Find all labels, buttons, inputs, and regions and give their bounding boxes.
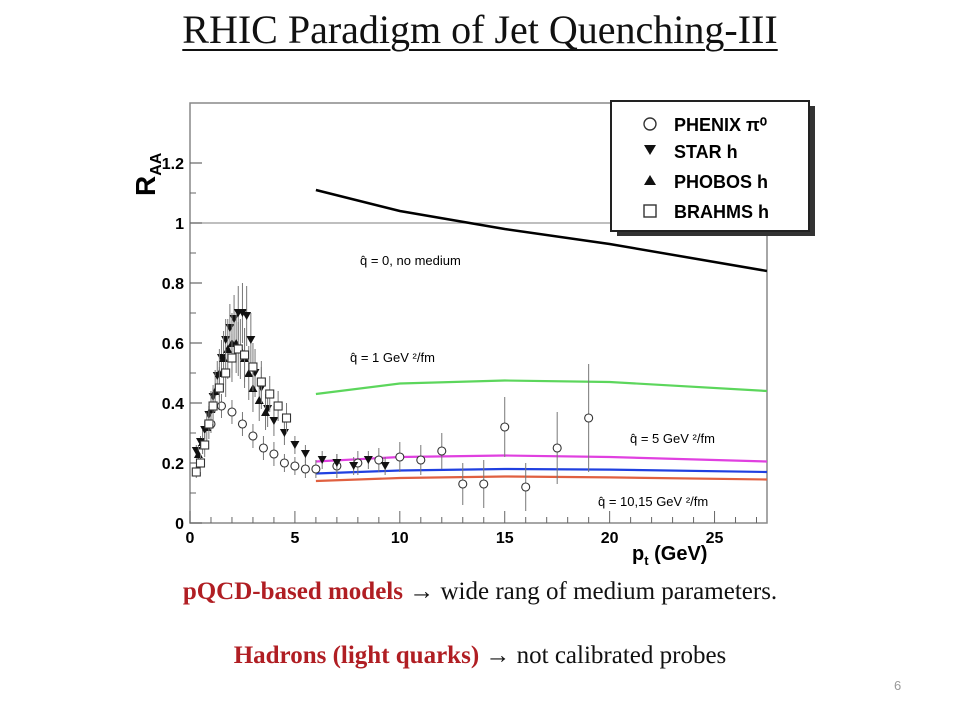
slide-title-text: RHIC Paradigm of Jet Quenching-III — [182, 7, 778, 52]
brahms-point — [240, 350, 250, 360]
star-point — [317, 456, 327, 464]
legend-marker-phobos — [644, 175, 656, 185]
bullet-hadrons-arrow: → — [479, 642, 517, 669]
curve-label-1gev: q̂ = 1 GeV ²/fm — [350, 350, 435, 365]
brahms-point — [256, 377, 266, 387]
y-tick-label: 0.8 — [162, 276, 184, 293]
x-axis-label: pt (GeV) — [632, 543, 707, 568]
x-tick-label: 25 — [706, 530, 724, 547]
phenix-point — [300, 464, 310, 474]
phobos-point — [244, 369, 254, 377]
bullet-hadrons-text: not calibrated probes — [516, 642, 727, 669]
brahms-point — [200, 440, 210, 450]
star-point — [237, 309, 247, 317]
phenix-point — [552, 443, 562, 453]
phenix-point — [227, 407, 237, 417]
brahms-point — [221, 368, 231, 378]
phenix-point — [500, 422, 510, 432]
bullet-pqcd-text: wide rang of medium parameters. — [440, 578, 778, 605]
x-tick-label: 5 — [290, 530, 299, 547]
legend-marker-star — [644, 145, 656, 155]
bullet-hadrons-highlight: Hadrons (light quarks) — [233, 642, 480, 669]
y-axis-label: RAA — [130, 152, 165, 196]
model-curve-1 — [315, 379, 767, 396]
y-tick-label: 0 — [175, 516, 184, 533]
legend-label-phobos: PHOBOS h — [674, 172, 768, 192]
bullet-pqcd: pQCD-based models → wide rang of medium … — [0, 578, 960, 606]
legend-label-phenix: PHENIX π⁰ — [674, 115, 767, 135]
x-axis-label-sub: t — [644, 553, 649, 568]
brahms-point — [191, 467, 201, 477]
x-tick-label: 10 — [391, 530, 409, 547]
legend-label-brahms: BRAHMS h — [674, 202, 769, 222]
y-tick-label: 0.4 — [162, 396, 184, 413]
y-tick-label: 1 — [175, 216, 184, 233]
phenix-point — [395, 452, 405, 462]
star-point — [380, 462, 390, 470]
brahms-point — [281, 413, 292, 423]
y-tick-label: 0.2 — [162, 456, 184, 473]
brahms-point — [248, 362, 258, 372]
star-point — [242, 312, 252, 320]
star-point — [363, 456, 373, 464]
bullet-pqcd-arrow: → — [402, 578, 441, 605]
phobos-point — [261, 408, 271, 416]
legend-label-star: STAR h — [674, 142, 738, 162]
star-point — [349, 462, 359, 470]
x-tick-label: 15 — [496, 530, 514, 547]
phenix-point — [479, 479, 489, 489]
page-number: 6 — [894, 678, 902, 693]
x-axis-label-unit: (GeV) — [649, 543, 708, 565]
x-axis-label-main: p — [632, 543, 644, 565]
y-tick-label: 0.6 — [162, 336, 184, 353]
bullet-pqcd-highlight: pQCD-based models — [182, 578, 403, 605]
star-point — [269, 417, 279, 425]
brahms-point — [233, 344, 243, 354]
phenix-point — [458, 479, 468, 489]
star-point — [332, 459, 342, 467]
y-axis-label-sub: AA — [148, 152, 165, 176]
phenix-point — [437, 446, 447, 456]
phenix-point — [279, 458, 289, 468]
model-curve-0 — [315, 188, 767, 273]
legend-marker-phenix — [643, 117, 657, 131]
model-curve-4 — [315, 475, 767, 483]
brahms-point — [214, 383, 224, 393]
y-axis-label-main: R — [130, 176, 161, 196]
phenix-point — [584, 413, 594, 423]
phenix-point — [521, 482, 531, 492]
legend-marker-brahms — [643, 204, 657, 218]
curve-label-5gev: q̂ = 5 GeV ²/fm — [630, 431, 715, 446]
svg-text:RAA: RAA — [130, 152, 165, 196]
brahms-point — [273, 401, 283, 411]
phenix-point — [311, 464, 321, 474]
phenix-point — [216, 401, 227, 411]
star-point — [246, 336, 256, 344]
bullet-hadrons: Hadrons (light quarks) → not calibrated … — [0, 642, 960, 670]
legend: PHENIX π⁰ STAR h PHOBOS h BRAHMS h — [610, 100, 815, 236]
phenix-point — [290, 461, 300, 471]
phenix-point — [258, 443, 268, 453]
y-tick-label: 1.2 — [162, 156, 184, 173]
x-tick-label: 0 — [186, 530, 195, 547]
phenix-point — [237, 419, 248, 429]
brahms-point — [265, 389, 275, 399]
brahms-point — [195, 458, 206, 468]
svg-text:pt (GeV): pt (GeV) — [632, 543, 707, 568]
x-tick-label: 20 — [601, 530, 619, 547]
curve-label-10-15gev: q̂ = 10,15 GeV ²/fm — [598, 494, 708, 509]
brahms-point — [208, 401, 218, 411]
phenix-point — [416, 455, 426, 465]
star-point — [300, 450, 310, 458]
brahms-point — [227, 353, 237, 363]
slide-title: RHIC Paradigm of Jet Quenching-III — [0, 6, 960, 53]
phenix-point — [248, 431, 258, 441]
curve-label-no-medium: q̂ = 0, no medium — [360, 253, 461, 268]
brahms-point — [204, 419, 214, 429]
phenix-point — [269, 449, 279, 459]
star-point — [290, 441, 300, 449]
model-curve-3 — [315, 467, 767, 475]
